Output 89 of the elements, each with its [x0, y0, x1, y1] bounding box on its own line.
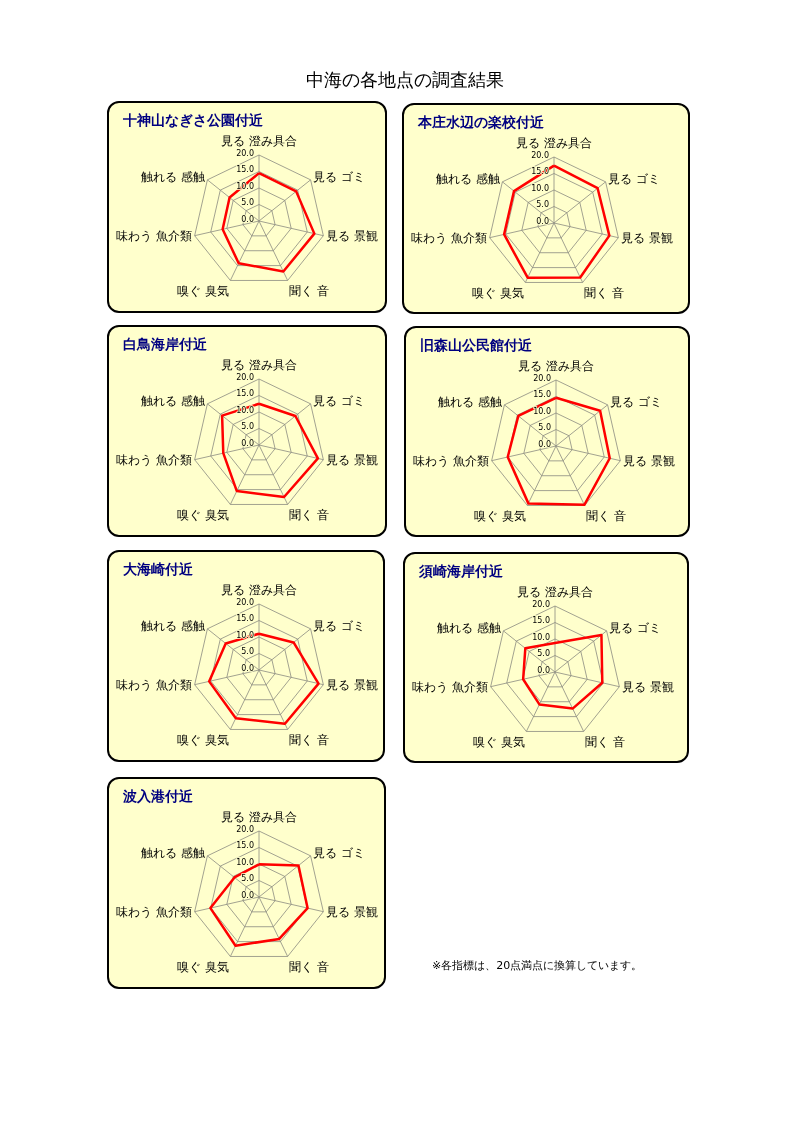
- spoke-label: 触れる 感触: [141, 846, 206, 861]
- spoke-label: 見る ゴミ: [607, 172, 660, 187]
- spoke-label: 嗅ぐ 臭気: [177, 507, 230, 522]
- chart-title: 波入港付近: [122, 788, 194, 804]
- spoke-label: 見る 澄み具合: [221, 358, 297, 372]
- y-tick-label: 20.0: [236, 824, 254, 834]
- spoke-label: 見る ゴミ: [312, 170, 365, 185]
- y-tick-label: 20.0: [236, 372, 254, 382]
- spoke-label: 触れる 感触: [437, 621, 502, 636]
- y-tick-label: 15.0: [236, 165, 254, 174]
- y-tick-label: 15.0: [236, 841, 254, 850]
- y-tick-label: 0.0: [536, 216, 549, 226]
- spoke-label: 見る 景観: [623, 453, 676, 468]
- spoke-label: 嗅ぐ 臭気: [177, 732, 230, 747]
- spoke-label: 味わう 魚介類: [115, 677, 192, 692]
- y-tick-label: 20.0: [531, 150, 549, 160]
- spoke-label: 見る ゴミ: [608, 621, 661, 636]
- y-tick-label: 0.0: [241, 663, 254, 673]
- spoke-label: 味わう 魚介類: [115, 228, 192, 243]
- y-tick-label: 10.0: [531, 183, 549, 193]
- spoke-label: 見る 澄み具合: [518, 359, 594, 373]
- spoke-label: 見る 景観: [326, 677, 379, 692]
- spoke-label: 触れる 感触: [141, 619, 206, 634]
- y-tick-label: 15.0: [236, 614, 254, 623]
- spoke-label: 見る 澄み具合: [516, 136, 592, 150]
- spoke-label: 触れる 感触: [436, 172, 501, 187]
- y-tick-label: 15.0: [532, 616, 550, 625]
- spoke-label: 見る 景観: [326, 452, 379, 467]
- y-tick-label: 5.0: [241, 198, 254, 207]
- spoke-label: 見る ゴミ: [312, 394, 365, 409]
- chart-title: 旧森山公民館付近: [420, 337, 533, 353]
- spoke-label: 嗅ぐ 臭気: [474, 508, 527, 523]
- spoke-label: 聞く 音: [584, 734, 625, 749]
- spoke-label: 味わう 魚介類: [411, 679, 488, 694]
- chart-title: 本庄水辺の楽校付近: [417, 114, 545, 130]
- spoke-label: 見る 澄み具合: [221, 583, 297, 597]
- chart-title: 須崎海岸付近: [418, 563, 504, 579]
- spoke-label: 味わう 魚介類: [115, 452, 192, 467]
- spoke-label: 味わう 魚介類: [410, 230, 487, 245]
- y-tick-label: 5.0: [537, 649, 550, 658]
- y-tick-label: 5.0: [538, 423, 551, 432]
- y-tick-label: 10.0: [533, 406, 551, 416]
- y-tick-label: 10.0: [532, 632, 550, 642]
- y-tick-label: 20.0: [236, 597, 254, 607]
- y-tick-label: 0.0: [538, 439, 551, 449]
- spoke-label: 見る ゴミ: [312, 619, 365, 634]
- y-tick-label: 5.0: [241, 647, 254, 656]
- spoke-label: 味わう 魚介類: [412, 453, 489, 468]
- spoke-label: 聞く 音: [288, 507, 329, 522]
- spoke-label: 聞く 音: [288, 959, 329, 974]
- spoke-label: 嗅ぐ 臭気: [177, 959, 230, 974]
- y-tick-label: 15.0: [533, 390, 551, 399]
- y-tick-label: 0.0: [241, 438, 254, 448]
- spoke-label: 見る 景観: [326, 228, 379, 243]
- chart-title: 白鳥海岸付近: [123, 336, 208, 352]
- spoke-label: 嗅ぐ 臭気: [472, 285, 525, 300]
- y-tick-label: 20.0: [532, 599, 550, 609]
- spoke-label: 触れる 感触: [141, 394, 206, 409]
- spoke-label: 見る 澄み具合: [517, 585, 593, 599]
- spoke-label: 聞く 音: [583, 285, 624, 300]
- spoke-label: 嗅ぐ 臭気: [177, 283, 230, 298]
- spoke-label: 聞く 音: [288, 732, 329, 747]
- y-tick-label: 5.0: [241, 874, 254, 883]
- text: ※各指標は、20点満点に換算しています。: [432, 958, 643, 973]
- y-tick-label: 5.0: [536, 200, 549, 209]
- spoke-label: 嗅ぐ 臭気: [473, 734, 526, 749]
- y-tick-label: 0.0: [241, 890, 254, 900]
- y-tick-label: 20.0: [236, 148, 254, 158]
- spoke-label: 聞く 音: [585, 508, 626, 523]
- spoke-label: 見る 澄み具合: [221, 810, 297, 824]
- spoke-label: 味わう 魚介類: [115, 904, 192, 919]
- text: 中海の各地点の調査結果: [305, 68, 505, 92]
- chart-title: 大海崎付近: [123, 561, 194, 577]
- y-tick-label: 0.0: [241, 214, 254, 224]
- y-tick-label: 20.0: [533, 373, 551, 383]
- y-tick-label: 10.0: [236, 857, 254, 867]
- spoke-label: 見る 澄み具合: [221, 134, 297, 148]
- y-tick-label: 15.0: [236, 389, 254, 398]
- spoke-label: 触れる 感触: [438, 395, 503, 410]
- spoke-label: 触れる 感触: [141, 170, 206, 185]
- y-tick-label: 5.0: [241, 422, 254, 431]
- y-tick-label: 0.0: [537, 665, 550, 675]
- spoke-label: 見る 景観: [621, 230, 674, 245]
- spoke-label: 見る ゴミ: [609, 395, 662, 410]
- spoke-label: 見る 景観: [326, 904, 379, 919]
- spoke-label: 見る ゴミ: [312, 846, 365, 861]
- chart-title: 十神山なぎさ公園付近: [122, 112, 264, 128]
- spoke-label: 見る 景観: [622, 679, 675, 694]
- spoke-label: 聞く 音: [288, 283, 329, 298]
